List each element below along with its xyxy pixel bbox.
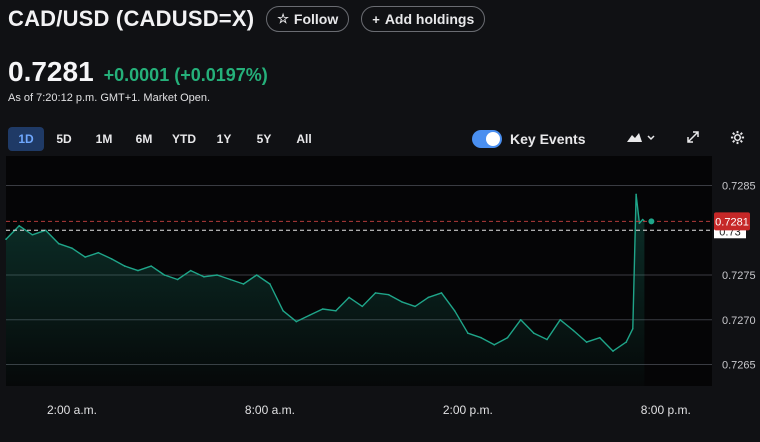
- as-of-timestamp: As of 7:20:12 p.m. GMT+1. Market Open.: [8, 92, 211, 104]
- price-chart[interactable]: 0.7285 0.7275 0.7270 0.7265 2:00 a.m. 8:00 a.…: [0, 156, 760, 437]
- data-point: [321, 308, 324, 310]
- data-point: [295, 320, 298, 323]
- data-point: [71, 247, 73, 249]
- data-point: [229, 278, 232, 281]
- range-selector: 1D 5D 1M 6M YTD 1Y 5Y All: [8, 127, 324, 151]
- gear-icon: [730, 130, 745, 145]
- settings-button[interactable]: [730, 130, 745, 148]
- data-point: [414, 305, 416, 308]
- key-events-toggle[interactable]: Key Events: [472, 130, 585, 148]
- data-point: [123, 265, 126, 267]
- x-tick-label: 2:00 p.m.: [443, 403, 493, 417]
- data-point: [546, 338, 548, 341]
- data-point: [57, 242, 60, 245]
- range-ytd[interactable]: YTD: [172, 132, 196, 146]
- follow-label: Follow: [293, 11, 339, 27]
- key-events-label: Key Events: [510, 131, 586, 147]
- data-point: [348, 296, 350, 299]
- range-5d[interactable]: 5D: [56, 132, 72, 146]
- data-point: [401, 301, 403, 303]
- data-point: [255, 274, 258, 276]
- x-tick-label: 2:00 a.m.: [47, 403, 97, 417]
- data-point: [533, 332, 535, 334]
- add-holdings-button[interactable]: + Add holdings: [361, 6, 486, 32]
- data-point: [638, 222, 641, 224]
- range-5y[interactable]: 5Y: [256, 132, 272, 146]
- y-tick-label: 0.7275: [722, 270, 756, 282]
- data-point: [625, 341, 628, 343]
- data-point: [176, 278, 179, 281]
- toggle-switch[interactable]: [472, 130, 502, 148]
- data-point: [480, 336, 482, 339]
- range-1d[interactable]: 1D: [8, 127, 44, 151]
- data-point: [427, 296, 430, 299]
- mountain-chart-icon: [627, 133, 642, 142]
- range-1m[interactable]: 1M: [95, 132, 113, 146]
- price-change: +0.0001 (+0.0197%): [103, 65, 268, 85]
- y-tick-label: 0.7265: [722, 360, 756, 372]
- add-holdings-label: Add holdings: [384, 11, 475, 27]
- data-point: [150, 265, 152, 267]
- data-point: [269, 283, 271, 285]
- data-point: [18, 225, 20, 227]
- data-point: [440, 292, 443, 294]
- expand-icon: [687, 131, 699, 143]
- data-point: [137, 269, 139, 272]
- current-price: 0.7281: [8, 56, 94, 87]
- data-point: [467, 332, 469, 334]
- data-point: [216, 274, 218, 276]
- data-point: [599, 336, 601, 339]
- page-title: CAD/USD (CADUSD=X): [8, 6, 255, 31]
- data-point: [641, 218, 644, 221]
- expand-button[interactable]: [686, 130, 700, 147]
- data-point: [585, 341, 588, 343]
- y-tick-label: 0.7285: [722, 181, 756, 193]
- data-point: [31, 233, 34, 236]
- plus-icon: +: [372, 11, 380, 27]
- data-point: [84, 256, 86, 258]
- data-point: [5, 238, 7, 241]
- chevron-down-icon: [647, 135, 655, 141]
- last-price-tag: [714, 212, 750, 231]
- last-price-label: 0.7281: [715, 216, 749, 228]
- chart-type-button[interactable]: [626, 130, 656, 147]
- range-all[interactable]: All: [296, 132, 312, 146]
- data-point: [282, 310, 284, 312]
- quote-header: CAD/USD (CADUSD=X) ☆ Follow + Add holdin…: [8, 6, 486, 32]
- data-point: [163, 274, 166, 276]
- data-point: [308, 314, 311, 317]
- data-point: [110, 258, 113, 260]
- data-point: [519, 318, 522, 321]
- data-point: [242, 283, 245, 285]
- data-point: [635, 193, 637, 196]
- range-1y[interactable]: 1Y: [216, 132, 232, 146]
- data-point: [387, 293, 390, 296]
- series-area: [6, 194, 645, 386]
- data-point: [335, 310, 337, 312]
- x-tick-label: 8:00 p.m.: [641, 403, 691, 417]
- data-point: [632, 327, 634, 330]
- data-point: [361, 305, 364, 308]
- data-point: [374, 292, 377, 294]
- star-icon: ☆: [277, 11, 289, 26]
- data-point: [203, 276, 205, 278]
- data-point: [97, 251, 100, 254]
- data-point: [453, 310, 456, 312]
- follow-button[interactable]: ☆ Follow: [266, 6, 350, 32]
- data-point: [572, 329, 575, 332]
- data-point: [189, 269, 192, 272]
- data-point: [506, 336, 509, 339]
- data-point: [612, 350, 614, 352]
- last-point-marker: [648, 218, 655, 225]
- data-point: [493, 344, 496, 346]
- x-tick-label: 8:00 a.m.: [245, 403, 295, 417]
- data-point: [44, 229, 47, 232]
- price-row: 0.7281 +0.0001 (+0.0197%): [8, 56, 268, 88]
- chart-svg[interactable]: 0.7285 0.7275 0.7270 0.7265 2:00 a.m. 8:00 a.…: [0, 156, 760, 437]
- y-tick-label: 0.7270: [722, 315, 756, 327]
- data-point: [559, 318, 562, 321]
- range-6m[interactable]: 6M: [135, 132, 153, 146]
